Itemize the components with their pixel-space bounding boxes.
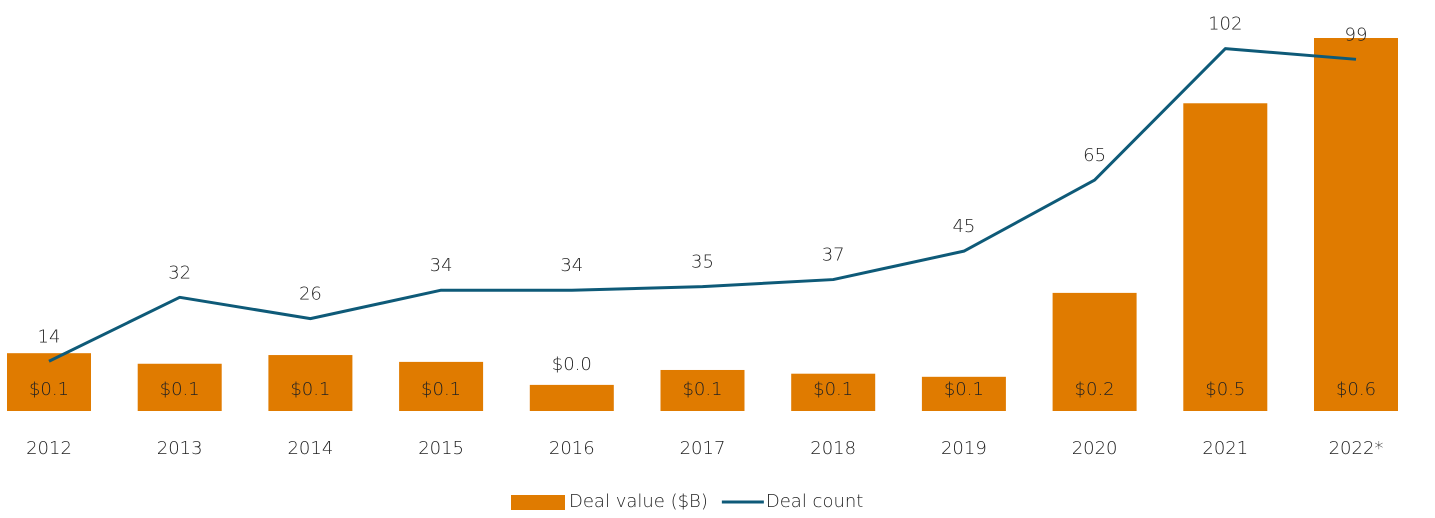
x-tick-label: 2019 bbox=[941, 438, 987, 459]
legend-label: Deal value ($B) bbox=[569, 491, 708, 512]
line-value-label: 65 bbox=[1083, 145, 1106, 166]
x-tick-label: 2014 bbox=[287, 438, 333, 459]
bar-value-label: $0.1 bbox=[813, 379, 853, 400]
bar bbox=[1052, 292, 1137, 411]
bar-value-label: $0.1 bbox=[290, 379, 330, 400]
bar-value-label: $0.0 bbox=[552, 354, 592, 375]
bar-value-label: $0.1 bbox=[160, 379, 200, 400]
x-tick-label: 2022* bbox=[1329, 438, 1384, 459]
x-tick-label: 2017 bbox=[680, 438, 726, 459]
bar bbox=[268, 355, 353, 411]
bar-value-label: $0.1 bbox=[421, 379, 461, 400]
line-value-label: 99 bbox=[1345, 24, 1368, 45]
x-tick-label: 2021 bbox=[1202, 438, 1248, 459]
x-tick-label: 2015 bbox=[418, 438, 464, 459]
x-tick-label: 2016 bbox=[549, 438, 595, 459]
bar bbox=[1183, 103, 1268, 412]
bar-value-label: $0.1 bbox=[944, 379, 984, 400]
line-value-label: 34 bbox=[560, 255, 583, 276]
bar-value-label: $0.2 bbox=[1075, 379, 1115, 400]
bar bbox=[791, 373, 876, 411]
legend-swatch bbox=[511, 495, 565, 510]
line-value-label: 45 bbox=[952, 216, 975, 237]
bar bbox=[529, 384, 614, 411]
bar-value-label: $0.5 bbox=[1205, 379, 1245, 400]
line-value-label: 14 bbox=[38, 326, 61, 347]
line-value-label: 34 bbox=[430, 255, 453, 276]
bar-value-label: $0.1 bbox=[682, 379, 722, 400]
line-value-label: 37 bbox=[822, 245, 845, 266]
x-tick-label: 2020 bbox=[1072, 438, 1118, 459]
bar bbox=[921, 376, 1006, 411]
bar bbox=[7, 353, 91, 411]
x-tick-label: 2018 bbox=[810, 438, 856, 459]
line-value-label: 35 bbox=[691, 252, 714, 273]
bar bbox=[399, 361, 484, 411]
line-value-label: 32 bbox=[168, 262, 191, 283]
x-tick-label: 2012 bbox=[26, 438, 72, 459]
bar bbox=[1314, 38, 1398, 411]
bar-value-label: $0.1 bbox=[29, 379, 69, 400]
line-value-label: 26 bbox=[299, 284, 322, 305]
bar bbox=[660, 369, 745, 411]
line-value-label: 102 bbox=[1208, 14, 1242, 35]
bar-value-label: $0.6 bbox=[1336, 379, 1376, 400]
bar bbox=[137, 363, 222, 411]
x-tick-label: 2013 bbox=[157, 438, 203, 459]
legend-label: Deal count bbox=[766, 491, 863, 512]
line bbox=[48, 47, 1357, 363]
